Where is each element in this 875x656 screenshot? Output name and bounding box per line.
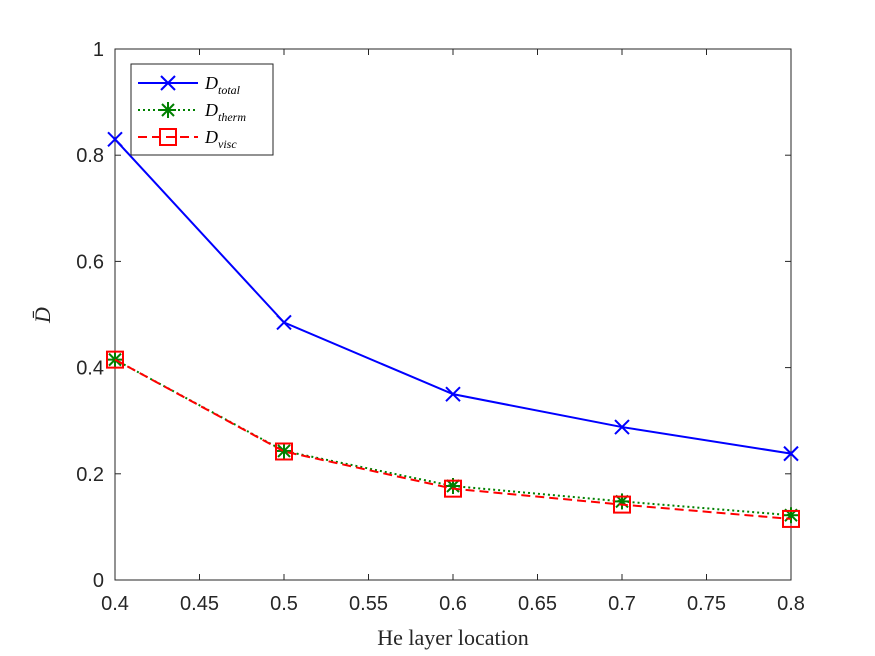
y-tick-label: 0.8 xyxy=(76,145,104,167)
y-tick-label: 0.4 xyxy=(76,358,104,380)
legend-label-total: Dtotal xyxy=(204,73,241,97)
data-point-total xyxy=(445,386,461,402)
series-layer xyxy=(106,131,800,528)
x-tick-label: 0.6 xyxy=(439,593,467,615)
data-point-total xyxy=(783,445,799,462)
x-tick-label: 0.5 xyxy=(270,593,298,615)
x-tick-label: 0.75 xyxy=(687,593,726,615)
data-point-visc xyxy=(275,442,293,461)
x-tick-label: 0.55 xyxy=(349,593,388,615)
y-axis-label: D̄ xyxy=(30,307,55,324)
x-tick-label: 0.45 xyxy=(180,593,219,615)
legend-marker-visc xyxy=(159,128,177,146)
x-axis-label: He layer location xyxy=(377,625,529,650)
y-tick-label: 1 xyxy=(93,39,104,61)
legend-label-therm: Dtherm xyxy=(204,100,246,124)
data-point-visc xyxy=(782,509,800,528)
series-line-visc xyxy=(114,358,792,520)
data-point-visc xyxy=(444,479,462,498)
series-line-therm xyxy=(114,358,792,517)
axis-ticks: 0.4 0.45 0.5 0.55 0.6 0.65 0.7 0.75 0.8 0 0.2 0.4 0.… xyxy=(76,39,805,615)
y-tick-label: 0.2 xyxy=(76,464,104,486)
x-tick-label: 0.4 xyxy=(101,593,129,615)
data-point-visc xyxy=(106,350,124,369)
legend: Dtotal Dtherm Dvisc xyxy=(130,63,274,156)
x-tick-label: 0.65 xyxy=(518,593,557,615)
y-tick-label: 0.6 xyxy=(76,251,104,273)
data-point-therm xyxy=(783,507,799,524)
x-tick-label: 0.8 xyxy=(777,593,805,615)
data-point-total xyxy=(276,314,292,331)
y-tick-label: 0 xyxy=(93,570,104,592)
legend-marker-total xyxy=(160,75,176,91)
data-point-total xyxy=(614,419,630,435)
legend-marker-therm xyxy=(160,102,176,118)
legend-label-visc: Dvisc xyxy=(204,127,237,151)
legend-box xyxy=(130,63,274,156)
data-point-total xyxy=(107,131,123,147)
data-point-therm xyxy=(276,442,292,459)
data-point-visc xyxy=(613,495,631,514)
x-tick-label: 0.7 xyxy=(608,593,636,615)
